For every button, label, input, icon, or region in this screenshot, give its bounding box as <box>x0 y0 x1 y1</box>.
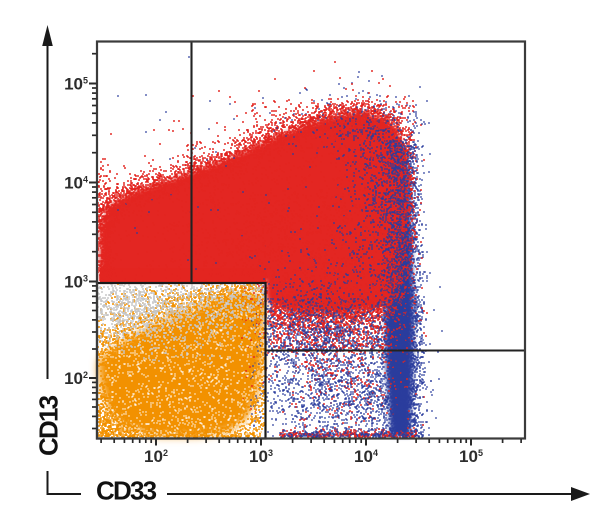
svg-text:102: 102 <box>144 447 168 466</box>
svg-text:102: 102 <box>64 369 88 388</box>
svg-text:103: 103 <box>64 273 88 292</box>
svg-text:103: 103 <box>249 447 273 466</box>
svg-text:104: 104 <box>64 174 88 193</box>
svg-text:CD13: CD13 <box>34 395 64 456</box>
svg-text:CD33: CD33 <box>96 476 157 506</box>
svg-text:105: 105 <box>459 447 483 466</box>
svg-text:105: 105 <box>64 75 88 94</box>
svg-text:104: 104 <box>354 447 378 466</box>
